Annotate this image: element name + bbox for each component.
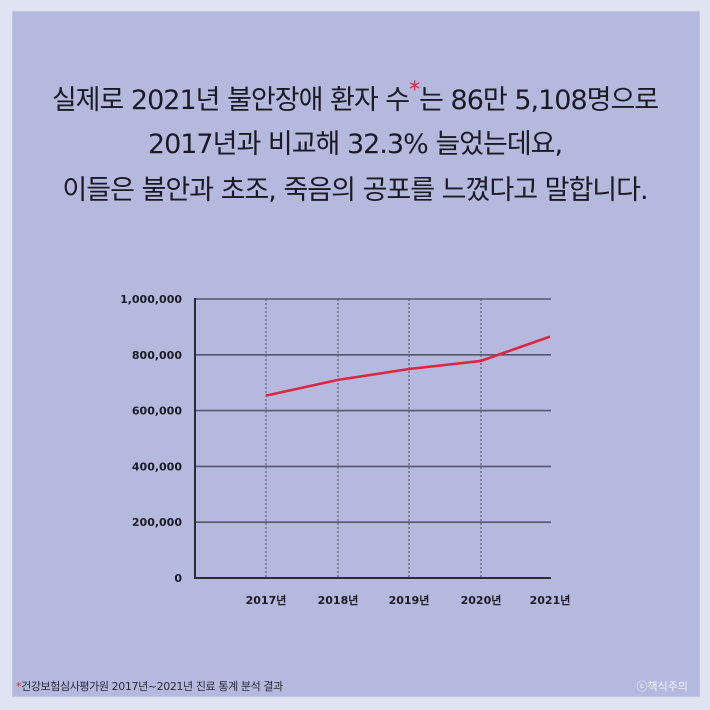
- y-tick-label: 400,000: [132, 460, 182, 473]
- footnote-marker: *: [16, 680, 22, 693]
- x-tick-label: 2017년: [246, 593, 287, 607]
- headline-text: 실제로 2021년 불안장애 환자 수: [51, 85, 410, 116]
- headline-line-1: 실제로 2021년 불안장애 환자 수*는 86만 5,108명으로: [0, 78, 710, 117]
- x-tick-label: 2020년: [461, 593, 502, 607]
- data-line: [265, 335, 551, 397]
- footnote-text: 건강보험심사평가원 2017년~2021년 진료 통계 분석 결과: [21, 680, 283, 693]
- footnote-star: *: [409, 78, 420, 103]
- y-tick-label: 0: [174, 572, 182, 585]
- headline-line-2: 2017년과 비교해 32.3% 늘었는데요,: [147, 129, 563, 160]
- headline-text: 는 86만 5,108명으로: [419, 85, 659, 116]
- x-tick-label: 2021년: [530, 593, 571, 607]
- headline-line-3: 이들은 불안과 초조, 죽음의 공포를 느꼈다고 말합니다.: [62, 175, 648, 206]
- x-tick-label: 2019년: [389, 593, 430, 607]
- x-tick-label: 2018년: [318, 593, 359, 607]
- copyright: ⓒ책식주의: [636, 680, 688, 693]
- y-tick-label: 1,000,000: [120, 293, 182, 306]
- y-tick-label: 800,000: [132, 349, 182, 362]
- y-tick-label: 600,000: [132, 405, 182, 418]
- source-footnote: *건강보험심사평가원 2017년~2021년 진료 통계 분석 결과: [16, 678, 283, 694]
- y-tick-label: 200,000: [132, 516, 182, 529]
